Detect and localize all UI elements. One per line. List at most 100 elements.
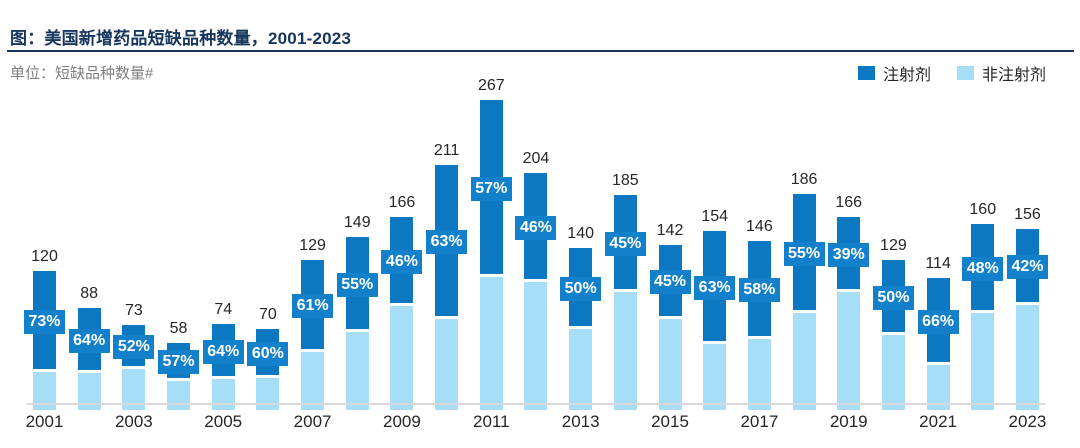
injection-percent-badge: 52%	[113, 335, 155, 359]
injection-percent-badge: 61%	[292, 294, 334, 318]
bar-group-2012	[524, 173, 548, 410]
legend-item-injection: 注射剂	[857, 61, 931, 85]
injection-percent-badge: 73%	[24, 309, 65, 334]
bar-group-2018	[792, 194, 816, 410]
bar-total-label: 88	[80, 285, 99, 302]
bar-non-injection-segment	[256, 378, 280, 410]
injection-percent-badge: 63%	[694, 275, 736, 300]
bar-total-label: 186	[790, 171, 818, 188]
bar-group-2001	[33, 271, 56, 410]
bar-group-2002	[77, 308, 101, 410]
bar-total-label: 267	[477, 77, 505, 94]
title-divider	[7, 50, 1074, 52]
chart-legend: 注射剂 非注射剂	[857, 61, 1046, 85]
x-axis-label-2013: 2013	[561, 412, 600, 431]
bar-non-injection-segment	[167, 381, 191, 410]
injection-percent-badge: 55%	[783, 241, 825, 266]
bar-non-injection-segment	[881, 335, 905, 410]
x-axis-label-2009: 2009	[383, 412, 421, 431]
injection-percent-badge: 55%	[336, 272, 378, 297]
bar-group-2009	[390, 217, 414, 410]
bar-non-injection-segment	[301, 352, 325, 410]
bar-total-label: 114	[925, 255, 951, 272]
bar-total-label: 154	[701, 208, 729, 225]
bar-non-injection-segment	[1015, 305, 1039, 410]
bar-non-injection-segment	[971, 313, 995, 410]
bar-group-2022	[971, 224, 995, 410]
x-axis-label-2007: 2007	[293, 412, 332, 431]
injection-percent-badge: 63%	[426, 230, 468, 254]
x-axis-label-2005: 2005	[204, 412, 243, 431]
bar-group-2005	[211, 324, 235, 410]
bar-non-injection-segment	[569, 329, 593, 410]
non-injection-swatch-icon	[956, 66, 974, 80]
legend-label-injection: 注射剂	[882, 67, 931, 84]
x-axis-label-2019: 2019	[829, 412, 868, 431]
legend-item-non-injection: 非注射剂	[956, 61, 1046, 85]
bar-total-label: 204	[522, 150, 550, 167]
bar-non-injection-segment	[837, 292, 861, 410]
bar-total-label: 120	[31, 248, 58, 265]
bar-total-label: 74	[214, 301, 233, 318]
injection-percent-badge: 64%	[68, 328, 110, 353]
bar-group-2011	[479, 100, 503, 410]
bar-non-injection-segment	[122, 369, 146, 410]
bar-non-injection-segment	[613, 292, 637, 410]
bar-total-label: 166	[388, 194, 416, 211]
injection-percent-badge: 57%	[158, 350, 200, 374]
bar-total-label: 166	[835, 194, 863, 211]
bar-total-label: 73	[124, 302, 143, 319]
bar-total-label: 149	[343, 214, 371, 231]
bar-non-injection-segment	[435, 319, 459, 410]
injection-percent-badge: 42%	[1006, 255, 1048, 279]
injection-percent-badge: 50%	[560, 276, 602, 301]
injection-percent-badge: 64%	[202, 339, 244, 364]
legend-label-non-injection: 非注射剂	[981, 67, 1046, 84]
bar-non-injection-segment	[524, 282, 548, 410]
bar-total-label: 160	[969, 201, 997, 218]
injection-percent-badge: 50%	[872, 285, 914, 310]
injection-percent-badge: 46%	[381, 249, 423, 274]
injection-percent-badge: 57%	[470, 176, 512, 201]
bar-total-label: 129	[880, 237, 907, 254]
bar-non-injection-segment	[658, 319, 682, 410]
bar-group-2020	[881, 260, 905, 410]
bar-group-2007	[301, 260, 325, 410]
bar-non-injection-segment	[345, 332, 369, 410]
bar-group-2014	[613, 195, 637, 410]
bar-non-injection-segment	[926, 365, 950, 410]
injection-percent-badge: 58%	[738, 278, 780, 302]
x-axis-label-2001: 2001	[25, 412, 64, 431]
injection-percent-badge: 48%	[962, 256, 1004, 281]
x-axis-label-2015: 2015	[651, 412, 689, 431]
injection-percent-badge: 66%	[917, 309, 959, 334]
bar-group-2010	[435, 165, 459, 410]
bar-total-label: 140	[567, 225, 594, 242]
injection-swatch-icon	[857, 66, 875, 80]
bar-total-label: 58	[169, 320, 188, 337]
unit-label: 单位：短缺品种数量#	[10, 65, 154, 82]
x-axis-label-2011: 2011	[473, 412, 510, 431]
bar-non-injection-segment	[390, 306, 414, 410]
bar-group-2017	[747, 241, 771, 410]
x-axis-label-2023: 2023	[1008, 412, 1047, 431]
bar-non-injection-segment	[703, 344, 727, 410]
x-axis-label-2021: 2021	[919, 412, 957, 431]
bar-non-injection-segment	[211, 379, 235, 410]
injection-percent-badge: 39%	[828, 242, 870, 267]
x-axis-line	[27, 403, 1045, 405]
bar-total-label: 146	[746, 218, 773, 235]
bar-group-2021	[926, 278, 950, 410]
chart-title: 图：美国新增药品短缺品种数量，2001-2023	[10, 29, 352, 48]
bar-total-label: 70	[258, 306, 277, 323]
bar-group-2008	[345, 237, 369, 410]
bar-non-injection-segment	[747, 339, 771, 410]
bar-group-2016	[703, 231, 727, 410]
bar-non-injection-segment	[479, 277, 503, 410]
bar-total-label: 211	[433, 142, 460, 159]
injection-percent-badge: 46%	[515, 215, 557, 240]
injection-percent-badge: 60%	[247, 341, 289, 366]
bar-non-injection-segment	[792, 313, 816, 410]
